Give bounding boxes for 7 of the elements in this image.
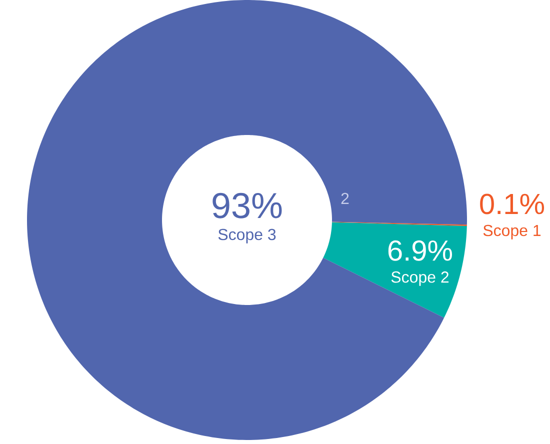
slice-label: Scope 3 xyxy=(218,228,276,244)
slice-label: Scope 2 xyxy=(391,271,449,286)
text: 2 xyxy=(341,192,349,204)
slice-label: Scope 1 xyxy=(483,224,541,240)
data-label: 93% xyxy=(212,192,282,218)
data-label: 6.9% xyxy=(388,240,452,261)
data-label: 0.1% xyxy=(480,194,544,214)
